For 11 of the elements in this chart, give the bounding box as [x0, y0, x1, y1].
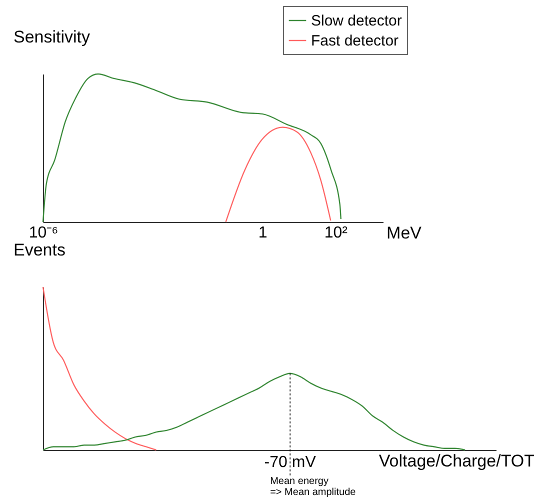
legend-label: Fast detector: [311, 32, 399, 50]
x-tick-label: 1: [258, 224, 268, 242]
x-axis-title: MeV: [386, 224, 422, 242]
x-tick-label: 10²: [324, 224, 348, 242]
x-tick-label: 10⁻⁶: [28, 224, 58, 242]
y-axis-title: Events: [14, 240, 66, 260]
y-axis-title: Sensitivity: [14, 28, 91, 46]
x-axis-title: Voltage/Charge/TOT: [378, 452, 534, 470]
text: Mean energy => Mean amplitude: [270, 476, 356, 498]
text: -70 mV: [264, 454, 316, 471]
legend-label: Slow detector: [311, 12, 402, 30]
